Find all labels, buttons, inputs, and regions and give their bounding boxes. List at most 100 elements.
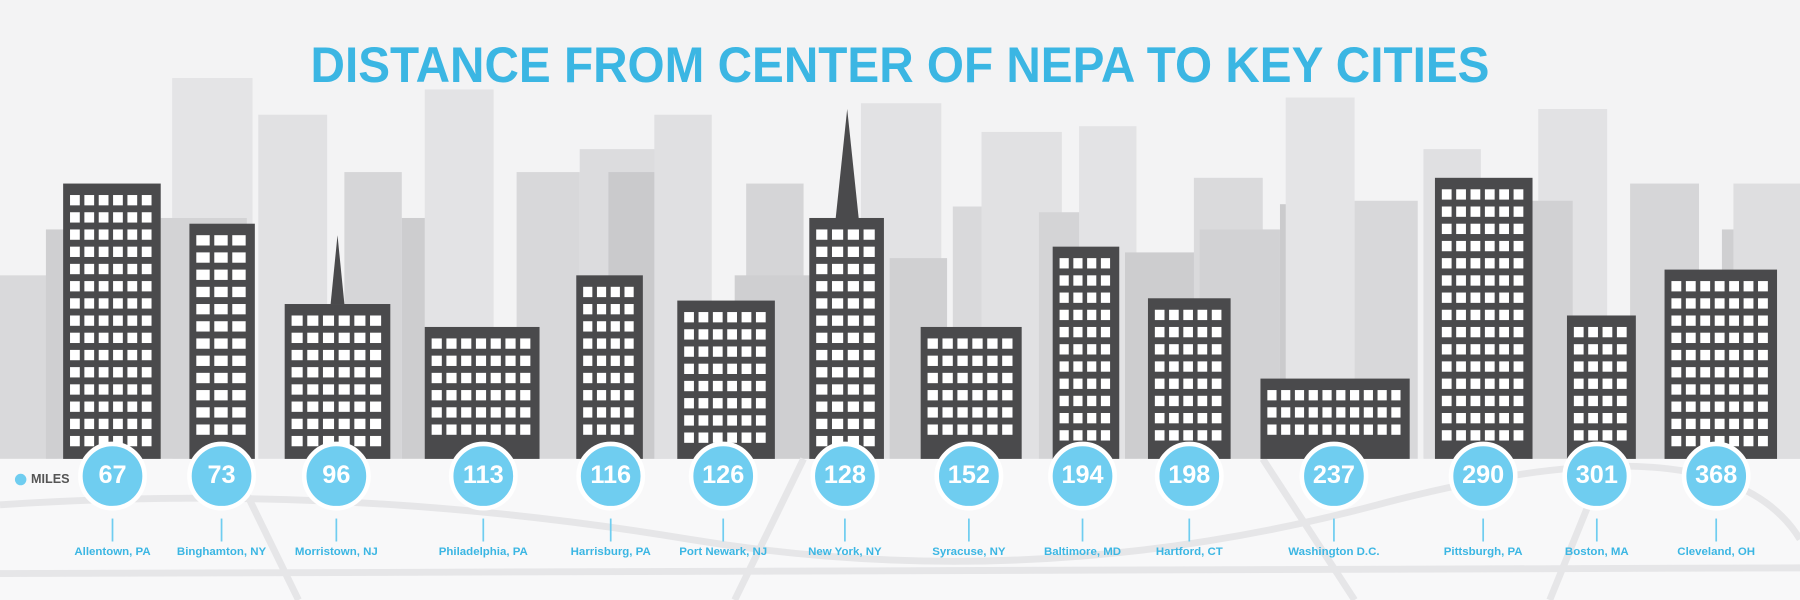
window [1197, 430, 1208, 441]
window [1484, 378, 1495, 389]
window [1100, 344, 1111, 355]
window [1441, 275, 1452, 286]
window [1211, 361, 1222, 372]
window [354, 418, 366, 430]
distance-badge [934, 441, 1004, 511]
window [1059, 344, 1069, 355]
window [1616, 378, 1627, 389]
distance-badge [448, 441, 518, 511]
window [520, 355, 531, 366]
window [1729, 418, 1739, 430]
window [291, 384, 303, 395]
legend-label: MILES [31, 472, 70, 486]
window [113, 332, 123, 344]
spire [835, 108, 859, 218]
window [370, 384, 382, 395]
window [232, 235, 246, 246]
building [1664, 269, 1778, 459]
window [1758, 367, 1768, 378]
window [307, 401, 319, 412]
window [196, 372, 210, 384]
window [1513, 206, 1524, 217]
window [831, 418, 844, 430]
window [307, 332, 319, 344]
window [1758, 332, 1768, 344]
window [1602, 361, 1613, 372]
window [847, 384, 859, 395]
window [1087, 326, 1097, 338]
window [816, 229, 828, 240]
window [461, 372, 472, 384]
window [1700, 401, 1711, 412]
window [127, 298, 138, 309]
window [98, 401, 109, 412]
window [1758, 384, 1768, 395]
window [98, 384, 109, 395]
window [196, 286, 210, 298]
window [727, 363, 737, 374]
window [1573, 430, 1584, 441]
distance: 198 [1168, 461, 1210, 489]
window [1743, 401, 1754, 412]
window [1743, 298, 1754, 309]
window [610, 407, 620, 418]
window [1059, 430, 1069, 441]
distance: 126 [702, 461, 744, 489]
window [1456, 223, 1466, 235]
window [1513, 292, 1524, 303]
window [1087, 413, 1097, 424]
window [1169, 413, 1179, 424]
window [1183, 430, 1193, 441]
window [1100, 292, 1111, 303]
window [957, 338, 968, 349]
window [1087, 344, 1097, 355]
window [70, 435, 80, 447]
window [1700, 315, 1711, 326]
window [1391, 407, 1401, 418]
window [214, 424, 228, 435]
window [1671, 367, 1682, 378]
window [624, 286, 634, 298]
window [755, 346, 766, 357]
window [1499, 413, 1509, 424]
window [127, 401, 138, 412]
window [1470, 378, 1481, 389]
window [446, 390, 457, 401]
distance-badge [1048, 441, 1117, 511]
window [1059, 275, 1069, 286]
window [1441, 395, 1452, 407]
distance: 237 [1313, 461, 1355, 489]
window [1513, 258, 1524, 269]
window [1499, 275, 1509, 286]
window [583, 424, 593, 435]
window [816, 298, 828, 309]
window [972, 372, 983, 384]
window [831, 263, 844, 275]
window [1073, 361, 1083, 372]
window [1470, 361, 1481, 372]
window [624, 355, 634, 366]
window [741, 432, 752, 443]
window [863, 332, 875, 344]
window [431, 372, 442, 384]
window [987, 424, 998, 435]
window [624, 407, 634, 418]
window [624, 424, 634, 435]
window [84, 229, 95, 240]
distance: 73 [208, 461, 236, 489]
window [1363, 424, 1373, 435]
window [610, 304, 620, 315]
window [127, 384, 138, 395]
window [1729, 435, 1739, 447]
window [1183, 361, 1193, 372]
window [727, 329, 737, 340]
window [863, 298, 875, 309]
window [232, 355, 246, 366]
city-name: Washington D.C. [1288, 546, 1379, 558]
window [505, 372, 516, 384]
window [461, 424, 472, 435]
window [214, 390, 228, 401]
window [942, 372, 953, 384]
window [1169, 378, 1179, 389]
window [1322, 390, 1332, 401]
